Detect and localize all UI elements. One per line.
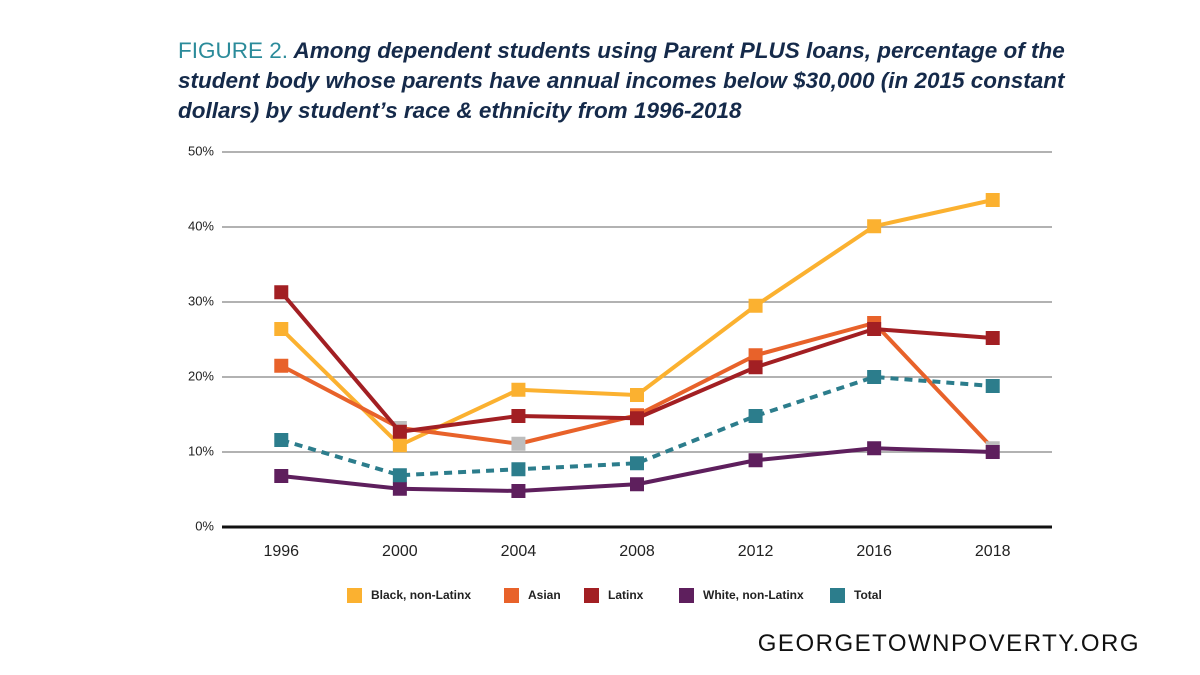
legend-label: White, non-Latinx	[703, 588, 804, 602]
x-tick-label: 2016	[856, 543, 892, 560]
point-marker	[867, 322, 882, 336]
point-marker	[511, 382, 526, 397]
point-marker	[748, 348, 763, 363]
legend-swatch	[830, 588, 845, 603]
x-tick-label: 2018	[975, 543, 1011, 560]
x-tick-label: 1996	[263, 543, 299, 560]
point-marker	[511, 484, 526, 498]
legend-swatch	[584, 588, 599, 603]
legend-swatch	[347, 588, 362, 603]
legend-label: Latinx	[608, 588, 644, 602]
x-tick-label: 2008	[619, 543, 655, 560]
series-line	[280, 321, 995, 450]
point-marker	[392, 481, 407, 496]
point-marker	[748, 409, 763, 423]
point-marker	[274, 285, 289, 300]
point-marker	[274, 469, 289, 483]
x-tick-label: 2004	[501, 543, 537, 560]
y-tick-label: 10%	[188, 443, 214, 458]
y-tick-label: 20%	[188, 368, 214, 383]
y-tick-label: 0%	[195, 518, 214, 533]
legend-label: Asian	[528, 588, 561, 602]
y-tick-label: 50%	[188, 143, 214, 158]
point-marker	[511, 409, 526, 423]
point-marker	[985, 193, 1000, 207]
point-marker	[392, 438, 407, 453]
x-tick-label: 2000	[382, 543, 418, 560]
point-marker	[274, 433, 289, 447]
x-tick-label: 2012	[738, 543, 774, 560]
point-marker	[985, 445, 1000, 459]
chart-title-block: FIGURE 2. Among dependent students using…	[178, 36, 1078, 126]
point-marker	[511, 462, 526, 477]
point-marker	[630, 477, 644, 492]
y-tick-label: 30%	[188, 293, 214, 308]
legend-label: Total	[854, 588, 882, 602]
legend-label: Black, non-Latinx	[371, 588, 471, 602]
legend-swatch	[504, 588, 519, 603]
figure-label: FIGURE 2.	[178, 38, 289, 63]
point-marker	[985, 331, 1000, 345]
point-marker	[392, 424, 407, 439]
point-marker	[867, 441, 882, 456]
point-marker	[630, 411, 644, 426]
point-marker	[511, 436, 526, 451]
chart-title: Among dependent students using Parent PL…	[178, 38, 1065, 123]
point-marker	[748, 298, 763, 313]
point-marker	[748, 453, 763, 468]
source: GEORGETOWNPOVERTY.ORG	[757, 630, 1140, 657]
y-tick-label: 40%	[188, 218, 214, 233]
point-marker	[985, 379, 1000, 393]
point-marker	[630, 388, 644, 402]
point-marker	[867, 219, 882, 234]
point-marker	[274, 358, 289, 373]
point-marker	[867, 370, 882, 384]
point-marker	[274, 322, 289, 336]
point-marker	[748, 360, 763, 375]
point-marker	[630, 456, 644, 471]
point-marker	[392, 468, 407, 483]
legend-swatch	[679, 588, 694, 603]
